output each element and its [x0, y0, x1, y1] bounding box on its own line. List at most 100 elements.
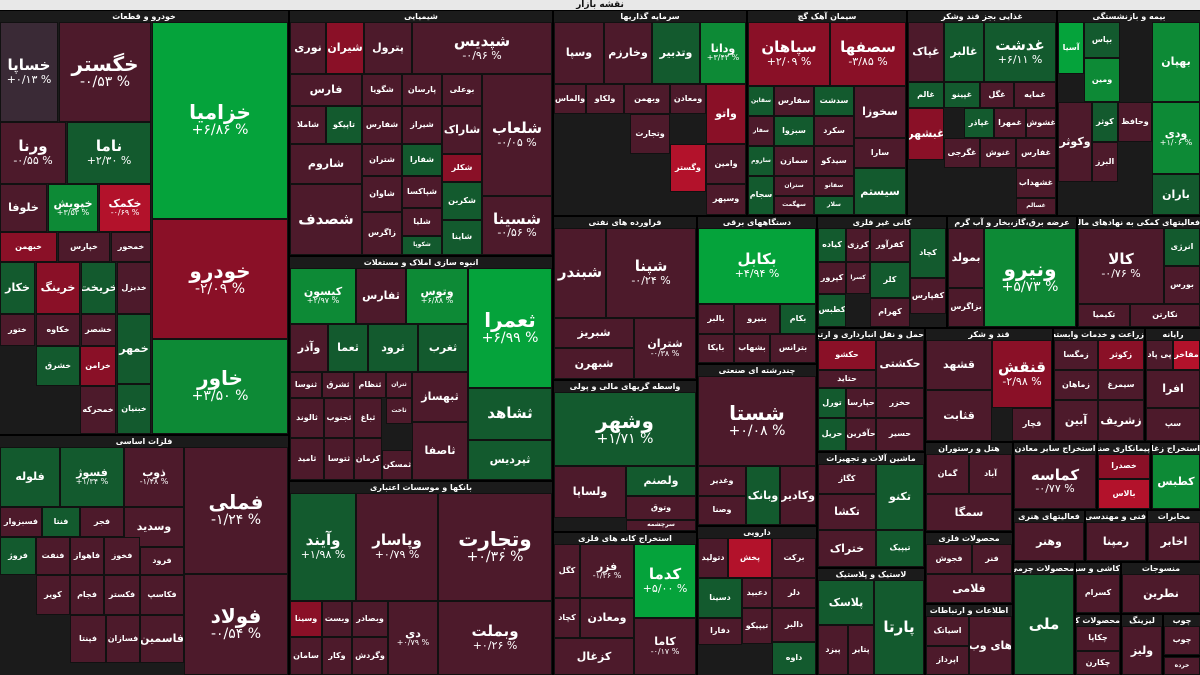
stock-tile[interactable]: بکام	[780, 304, 816, 334]
stock-tile[interactable]: وگستر	[670, 144, 706, 192]
stock-tile[interactable]: بشهاب	[734, 334, 770, 363]
stock-tile[interactable]: خزامیا +۶/۸۶ %	[152, 22, 288, 219]
stock-tile[interactable]: ولصنم	[626, 466, 696, 496]
sector-header[interactable]: حمل و نقل انبارداری و ارتباطات	[818, 330, 924, 339]
stock-tile[interactable]: وبملت +۰/۲۶ %	[438, 601, 552, 675]
stock-tile[interactable]: خگستر -۰/۵۳ %	[59, 22, 151, 122]
sector-header[interactable]: چندرشته ای صنعتی	[718, 366, 796, 375]
stock-tile[interactable]: قنقش -۲/۹۸ %	[992, 340, 1052, 408]
stock-tile[interactable]: باران	[1152, 174, 1200, 215]
stock-tile[interactable]: سیمرغ	[1098, 370, 1144, 400]
sector-header[interactable]: استخراج زغال	[1152, 444, 1200, 453]
stock-tile[interactable]: کاما -۰/۱۷ %	[634, 618, 696, 675]
stock-tile[interactable]: سفانو	[814, 176, 854, 196]
stock-tile[interactable]: ثغرب	[418, 324, 468, 372]
stock-tile[interactable]: های وب	[969, 616, 1012, 675]
stock-tile[interactable]: سبزوا	[774, 116, 814, 146]
stock-tile[interactable]: افرا	[1146, 370, 1200, 408]
sector-header[interactable]: محصولات فلزی	[938, 534, 1000, 543]
stock-tile[interactable]: کیسون +۲/۹۷ %	[290, 268, 356, 324]
stock-tile[interactable]: خرینگ	[36, 262, 80, 314]
stock-tile[interactable]: ولساپا	[554, 466, 626, 518]
stock-tile[interactable]: سقاین	[748, 86, 774, 116]
stock-tile[interactable]: خکمک -۰/۶۹ %	[99, 184, 151, 232]
stock-tile[interactable]: ومعادن	[580, 598, 634, 638]
stock-tile[interactable]: کویر	[36, 575, 70, 615]
stock-tile[interactable]: فپنتا	[70, 615, 106, 663]
stock-tile[interactable]: بزاگرس	[948, 288, 984, 327]
stock-tile[interactable]: فزر -۱/۳۶ %	[580, 544, 634, 598]
stock-tile[interactable]: خرده	[1164, 657, 1200, 675]
sector-header[interactable]: کانی غیر فلزی	[852, 218, 912, 227]
stock-tile[interactable]: تکیمیا	[1078, 304, 1130, 327]
stock-tile[interactable]: ثتران	[386, 372, 412, 398]
stock-tile[interactable]: غشوش	[1026, 108, 1056, 138]
sector-header[interactable]: فراورده های نفتی	[588, 218, 662, 227]
stock-tile[interactable]: خپارس	[58, 232, 110, 262]
stock-tile[interactable]: خساپا +۰/۱۳ %	[0, 22, 58, 122]
stock-tile[interactable]: فلوله	[0, 447, 60, 507]
stock-tile[interactable]: ثالوند	[290, 398, 324, 438]
stock-tile[interactable]: فارس	[290, 74, 362, 106]
stock-tile[interactable]: خمحور	[111, 232, 151, 262]
stock-tile[interactable]: غمایه	[1014, 82, 1056, 108]
stock-tile[interactable]: سمازن	[774, 146, 814, 176]
stock-tile[interactable]: بورس	[1164, 266, 1200, 304]
stock-tile[interactable]: وتوس +۶/۸۸ %	[406, 268, 468, 324]
stock-tile[interactable]: پارتا	[874, 580, 924, 675]
stock-tile[interactable]: ومعادن	[670, 84, 706, 114]
stock-tile[interactable]: وتوق	[626, 496, 696, 520]
stock-tile[interactable]: کوثر	[1092, 102, 1118, 142]
stock-tile[interactable]: فکستر	[104, 575, 140, 615]
stock-tile[interactable]: شیران	[326, 22, 364, 74]
sector-header[interactable]: چوب	[1172, 616, 1192, 625]
stock-tile[interactable]: غمهرا	[994, 108, 1026, 138]
sector-header[interactable]: لیزینگ	[1129, 616, 1155, 625]
stock-tile[interactable]: کگاز	[818, 464, 876, 494]
stock-tile[interactable]: غالم	[908, 82, 944, 108]
stock-tile[interactable]: وتدبیر	[652, 22, 700, 84]
stock-tile[interactable]: کماسه -۰/۷۷ %	[1014, 454, 1096, 509]
stock-tile[interactable]: رمپنا	[1086, 522, 1146, 561]
stock-tile[interactable]: سمگا	[926, 494, 1012, 531]
stock-tile[interactable]: شتران	[362, 144, 402, 176]
stock-tile[interactable]: انرژی	[1164, 228, 1200, 266]
sector-header[interactable]: استخراج سایر معادن	[1014, 444, 1096, 453]
stock-tile[interactable]: نوری	[290, 22, 326, 74]
stock-tile[interactable]: پخش	[728, 538, 772, 578]
stock-tile[interactable]: ثشرق	[322, 372, 354, 398]
stock-tile[interactable]: آبین	[1054, 400, 1098, 441]
stock-tile[interactable]: حریل	[818, 418, 846, 451]
stock-tile[interactable]: شستا +۰/۰۸ %	[698, 376, 816, 466]
stock-tile[interactable]: ستران	[774, 176, 814, 196]
stock-tile[interactable]: فجر	[80, 507, 124, 537]
stock-tile[interactable]: فنفت	[36, 537, 70, 575]
stock-tile[interactable]: وشهر +۱/۷۱ %	[554, 392, 696, 466]
stock-tile[interactable]: آباد	[969, 454, 1012, 494]
stock-tile[interactable]: شاوان	[362, 176, 402, 212]
stock-tile[interactable]: واتو	[706, 84, 746, 144]
stock-tile[interactable]: دی +۰/۷۹ %	[388, 601, 438, 675]
stock-tile[interactable]: فروژ	[0, 537, 36, 575]
stock-tile[interactable]: شاملا	[290, 106, 326, 144]
sector-header[interactable]: انبوه سازی املاک و مستغلات	[363, 258, 479, 267]
stock-tile[interactable]: خبهمن	[0, 232, 57, 262]
stock-tile[interactable]: بکابل +۴/۹۴ %	[698, 228, 816, 304]
stock-tile[interactable]: ثنظام	[354, 372, 386, 398]
stock-tile[interactable]: غگل	[980, 82, 1014, 108]
stock-tile[interactable]: ناما +۲/۳۰ %	[67, 122, 151, 184]
stock-tile[interactable]: غپاک	[908, 22, 944, 82]
stock-tile[interactable]: کرمان	[354, 438, 382, 480]
stock-tile[interactable]: وصنا	[698, 496, 746, 525]
stock-tile[interactable]: فسازان	[106, 615, 140, 663]
sector-header[interactable]: فعالیتهای هنری	[1018, 512, 1080, 521]
stock-tile[interactable]: غبشهر	[908, 108, 944, 160]
stock-tile[interactable]: زکوثر	[1098, 340, 1144, 370]
stock-tile[interactable]: غگرجی	[944, 138, 980, 168]
stock-tile[interactable]: سلار	[814, 196, 854, 215]
stock-tile[interactable]: گمان	[926, 454, 969, 494]
stock-tile[interactable]: وسینا	[290, 601, 322, 637]
stock-tile[interactable]: ثپردیس	[468, 440, 552, 480]
stock-tile[interactable]: سیدکو	[814, 146, 854, 176]
stock-tile[interactable]: سکرد	[814, 116, 854, 146]
